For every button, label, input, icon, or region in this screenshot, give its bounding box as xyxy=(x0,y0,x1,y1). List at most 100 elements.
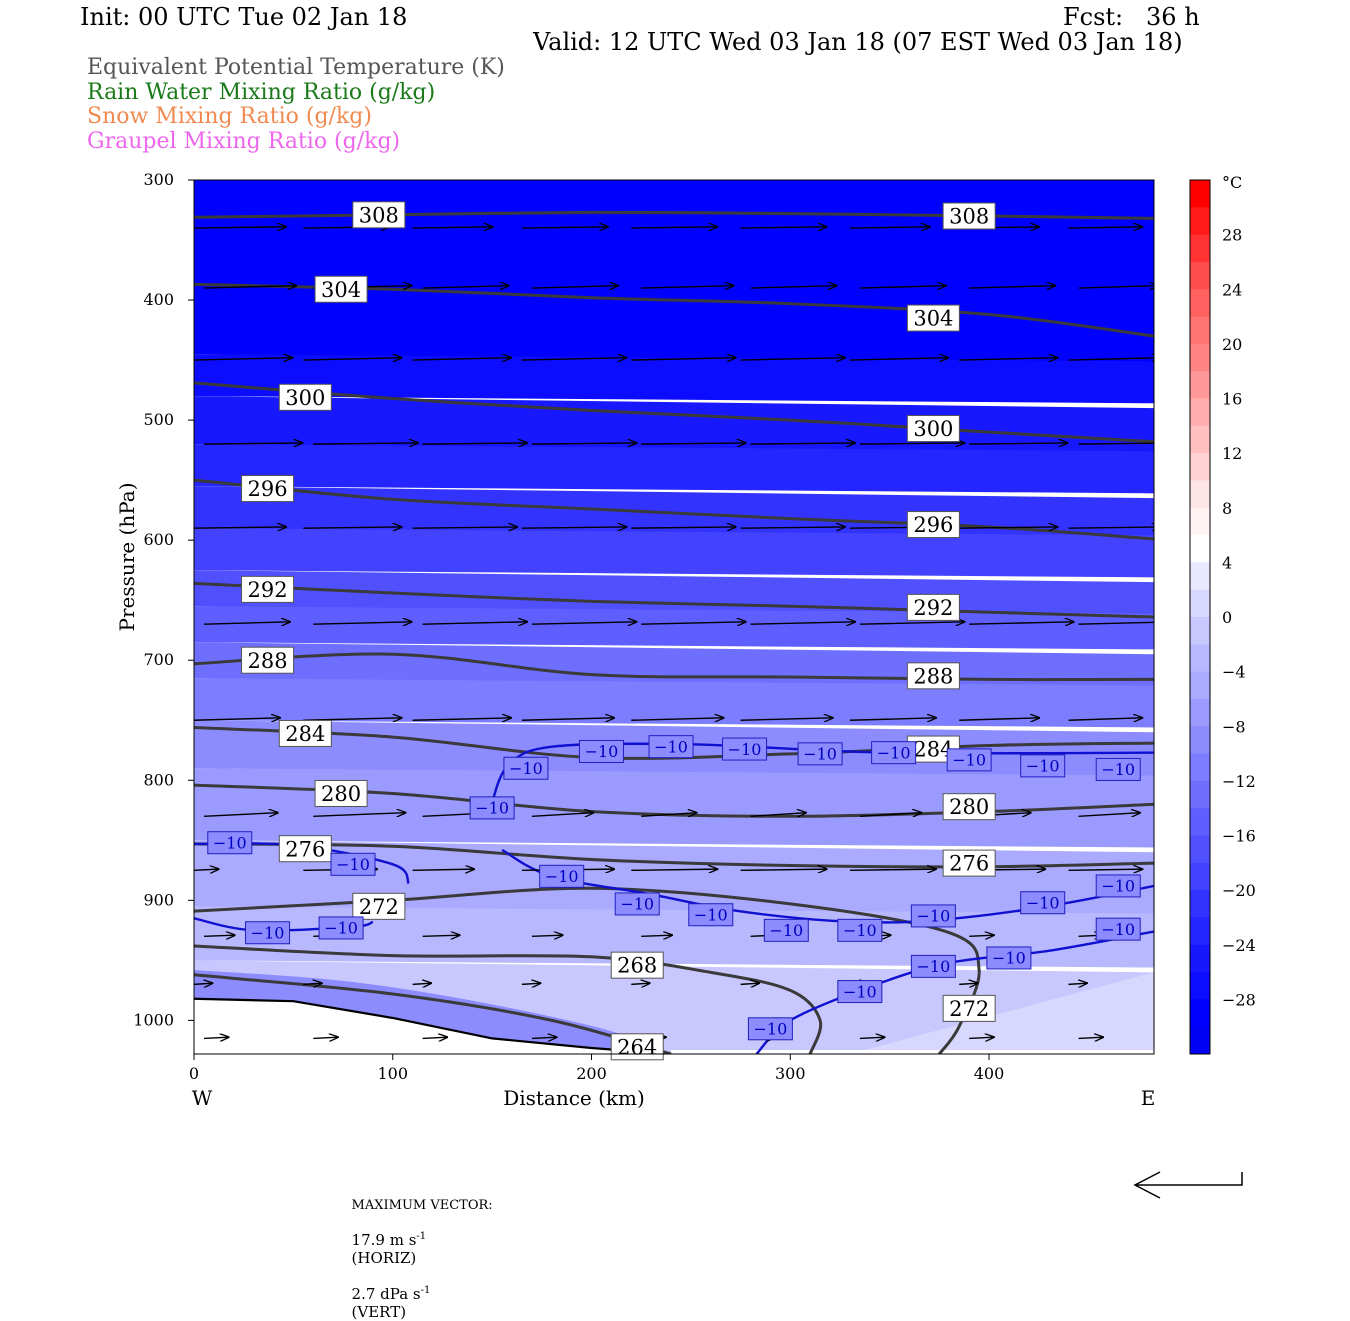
temp-band xyxy=(194,768,1154,848)
wind-vector xyxy=(313,1037,338,1038)
wind-vector xyxy=(641,286,733,288)
isotherm-label: −10 xyxy=(318,916,364,940)
plot-frame xyxy=(193,179,1155,1055)
wind-vector xyxy=(959,983,977,984)
theta-e-label-text: 300 xyxy=(913,417,953,441)
colorbar-tick-label: −16 xyxy=(1222,827,1256,846)
theta-e-line xyxy=(194,381,1154,444)
colorbar-unit: °C xyxy=(1222,173,1242,192)
wind-vector xyxy=(859,443,964,444)
colorbar-tick-label: −8 xyxy=(1222,717,1246,736)
wind-vector xyxy=(194,718,280,720)
colorbar-swatch xyxy=(1190,780,1210,809)
isotherm-label: −10 xyxy=(469,796,515,820)
colorbar-swatch xyxy=(1190,180,1210,208)
colorbar-swatch xyxy=(1190,862,1210,891)
theta-e-label: 308 xyxy=(942,202,996,230)
theta-e-label-box xyxy=(942,849,996,877)
isotherm-label-box xyxy=(614,892,660,916)
wind-vector xyxy=(1078,442,1154,445)
theta-e-label-text: 280 xyxy=(949,795,989,819)
colorbar-swatch xyxy=(1190,234,1210,263)
theta-e-label-box xyxy=(241,475,295,503)
wind-vector xyxy=(740,358,845,360)
wind-vector xyxy=(1078,286,1154,288)
temp-band xyxy=(194,444,1154,494)
theta-e-label-text: 272 xyxy=(359,895,399,919)
theta-e-label: 288 xyxy=(241,646,295,674)
isotherm-label-box xyxy=(986,946,1032,970)
colorbar-swatch xyxy=(1190,425,1210,454)
horiz-sup: -1 xyxy=(416,1231,427,1242)
isotherm-label-box xyxy=(648,735,694,759)
isotherm-label-box xyxy=(946,748,992,772)
theta-e-label-text: 296 xyxy=(247,477,287,501)
wind-vector xyxy=(1068,227,1143,228)
wind-vector xyxy=(194,983,212,984)
theta-e-label-box xyxy=(352,892,406,920)
isotherm-label: −10 xyxy=(539,864,585,888)
wind-vector xyxy=(740,527,845,528)
colorbar-tick-label: 0 xyxy=(1222,608,1232,627)
legend-rain: Rain Water Mixing Ratio (g/kg) xyxy=(87,80,436,105)
theta-e-label-text: 288 xyxy=(913,664,953,688)
wind-vector xyxy=(531,935,563,936)
max-vector-footer: MAXIMUM VECTOR: 17.9 m s-1 (HORIZ) 2.7 d… xyxy=(342,1177,493,1321)
wind-vector xyxy=(641,443,745,444)
wind-vector xyxy=(849,227,930,228)
isotherm-label-box xyxy=(318,916,364,940)
colorbar-swatch xyxy=(1190,944,1210,973)
colorbar-frame xyxy=(1189,179,1211,1055)
colorbar-swatch xyxy=(1190,726,1210,755)
theta-e-label: 264 xyxy=(610,1033,664,1061)
x-tick-label: 0 xyxy=(189,1064,199,1083)
isotherm-label-box xyxy=(1020,891,1066,915)
isotherm-label: −10 xyxy=(578,739,624,763)
colorbar-tick-label: 16 xyxy=(1222,390,1242,409)
wind-vector xyxy=(969,1037,994,1038)
theta-e-line xyxy=(194,652,1154,682)
wind-vector xyxy=(422,286,509,288)
theta-e-label: 296 xyxy=(906,511,960,539)
theta-e-line xyxy=(194,581,1154,619)
colorbar-tick-label: −20 xyxy=(1222,881,1256,900)
wind-vector xyxy=(750,813,806,817)
y-tick-label: 300 xyxy=(143,170,174,189)
colorbar-swatch xyxy=(1190,480,1210,509)
isotherm-label-text: −10 xyxy=(1101,920,1135,939)
wind-vector xyxy=(740,227,827,228)
wind-vector xyxy=(313,622,411,624)
isotherm-label-text: −10 xyxy=(336,855,370,874)
wind-vector xyxy=(203,443,302,444)
colorbar-swatch xyxy=(1190,562,1210,591)
isotherm-label-text: −10 xyxy=(769,921,803,940)
colorbar-tick-label: −24 xyxy=(1222,936,1256,955)
horiz-value: 17.9 m s xyxy=(351,1231,417,1249)
theta-e-label: 300 xyxy=(278,383,332,411)
theta-e-label: 304 xyxy=(906,304,960,332)
isotherm-label-text: −10 xyxy=(916,957,950,976)
wind-vector xyxy=(203,1037,229,1038)
colorbar-swatch xyxy=(1190,589,1210,618)
colorbar-tick-label: 12 xyxy=(1222,444,1242,463)
theta-e-label-box xyxy=(278,835,332,863)
isotherm-label: −10 xyxy=(330,852,376,876)
colorbar-swatch xyxy=(1190,343,1210,372)
wind-vector xyxy=(194,227,286,228)
colorbar-swatch xyxy=(1190,371,1210,399)
theta-e-label: 292 xyxy=(906,593,960,621)
theta-e-label-box xyxy=(906,304,960,332)
theta-e-label: 272 xyxy=(352,892,406,920)
wind-vector xyxy=(750,286,837,288)
west-label: W xyxy=(192,1086,213,1110)
wind-vector xyxy=(1068,718,1143,720)
wind-vector xyxy=(641,813,696,817)
contour-labels: 308 308 304 304 300 300 296 296 292 292 288 288 284 2… xyxy=(207,201,1141,1061)
colorbar-swatch xyxy=(1190,671,1210,700)
isotherm-label-text: −10 xyxy=(545,867,579,886)
isotherm-label-text: −10 xyxy=(728,740,762,759)
colorbar-swatch xyxy=(1190,453,1210,481)
theta-e-label-box xyxy=(906,415,960,443)
isotherm-label-box xyxy=(763,918,809,942)
wind-vectors xyxy=(194,227,1154,1039)
